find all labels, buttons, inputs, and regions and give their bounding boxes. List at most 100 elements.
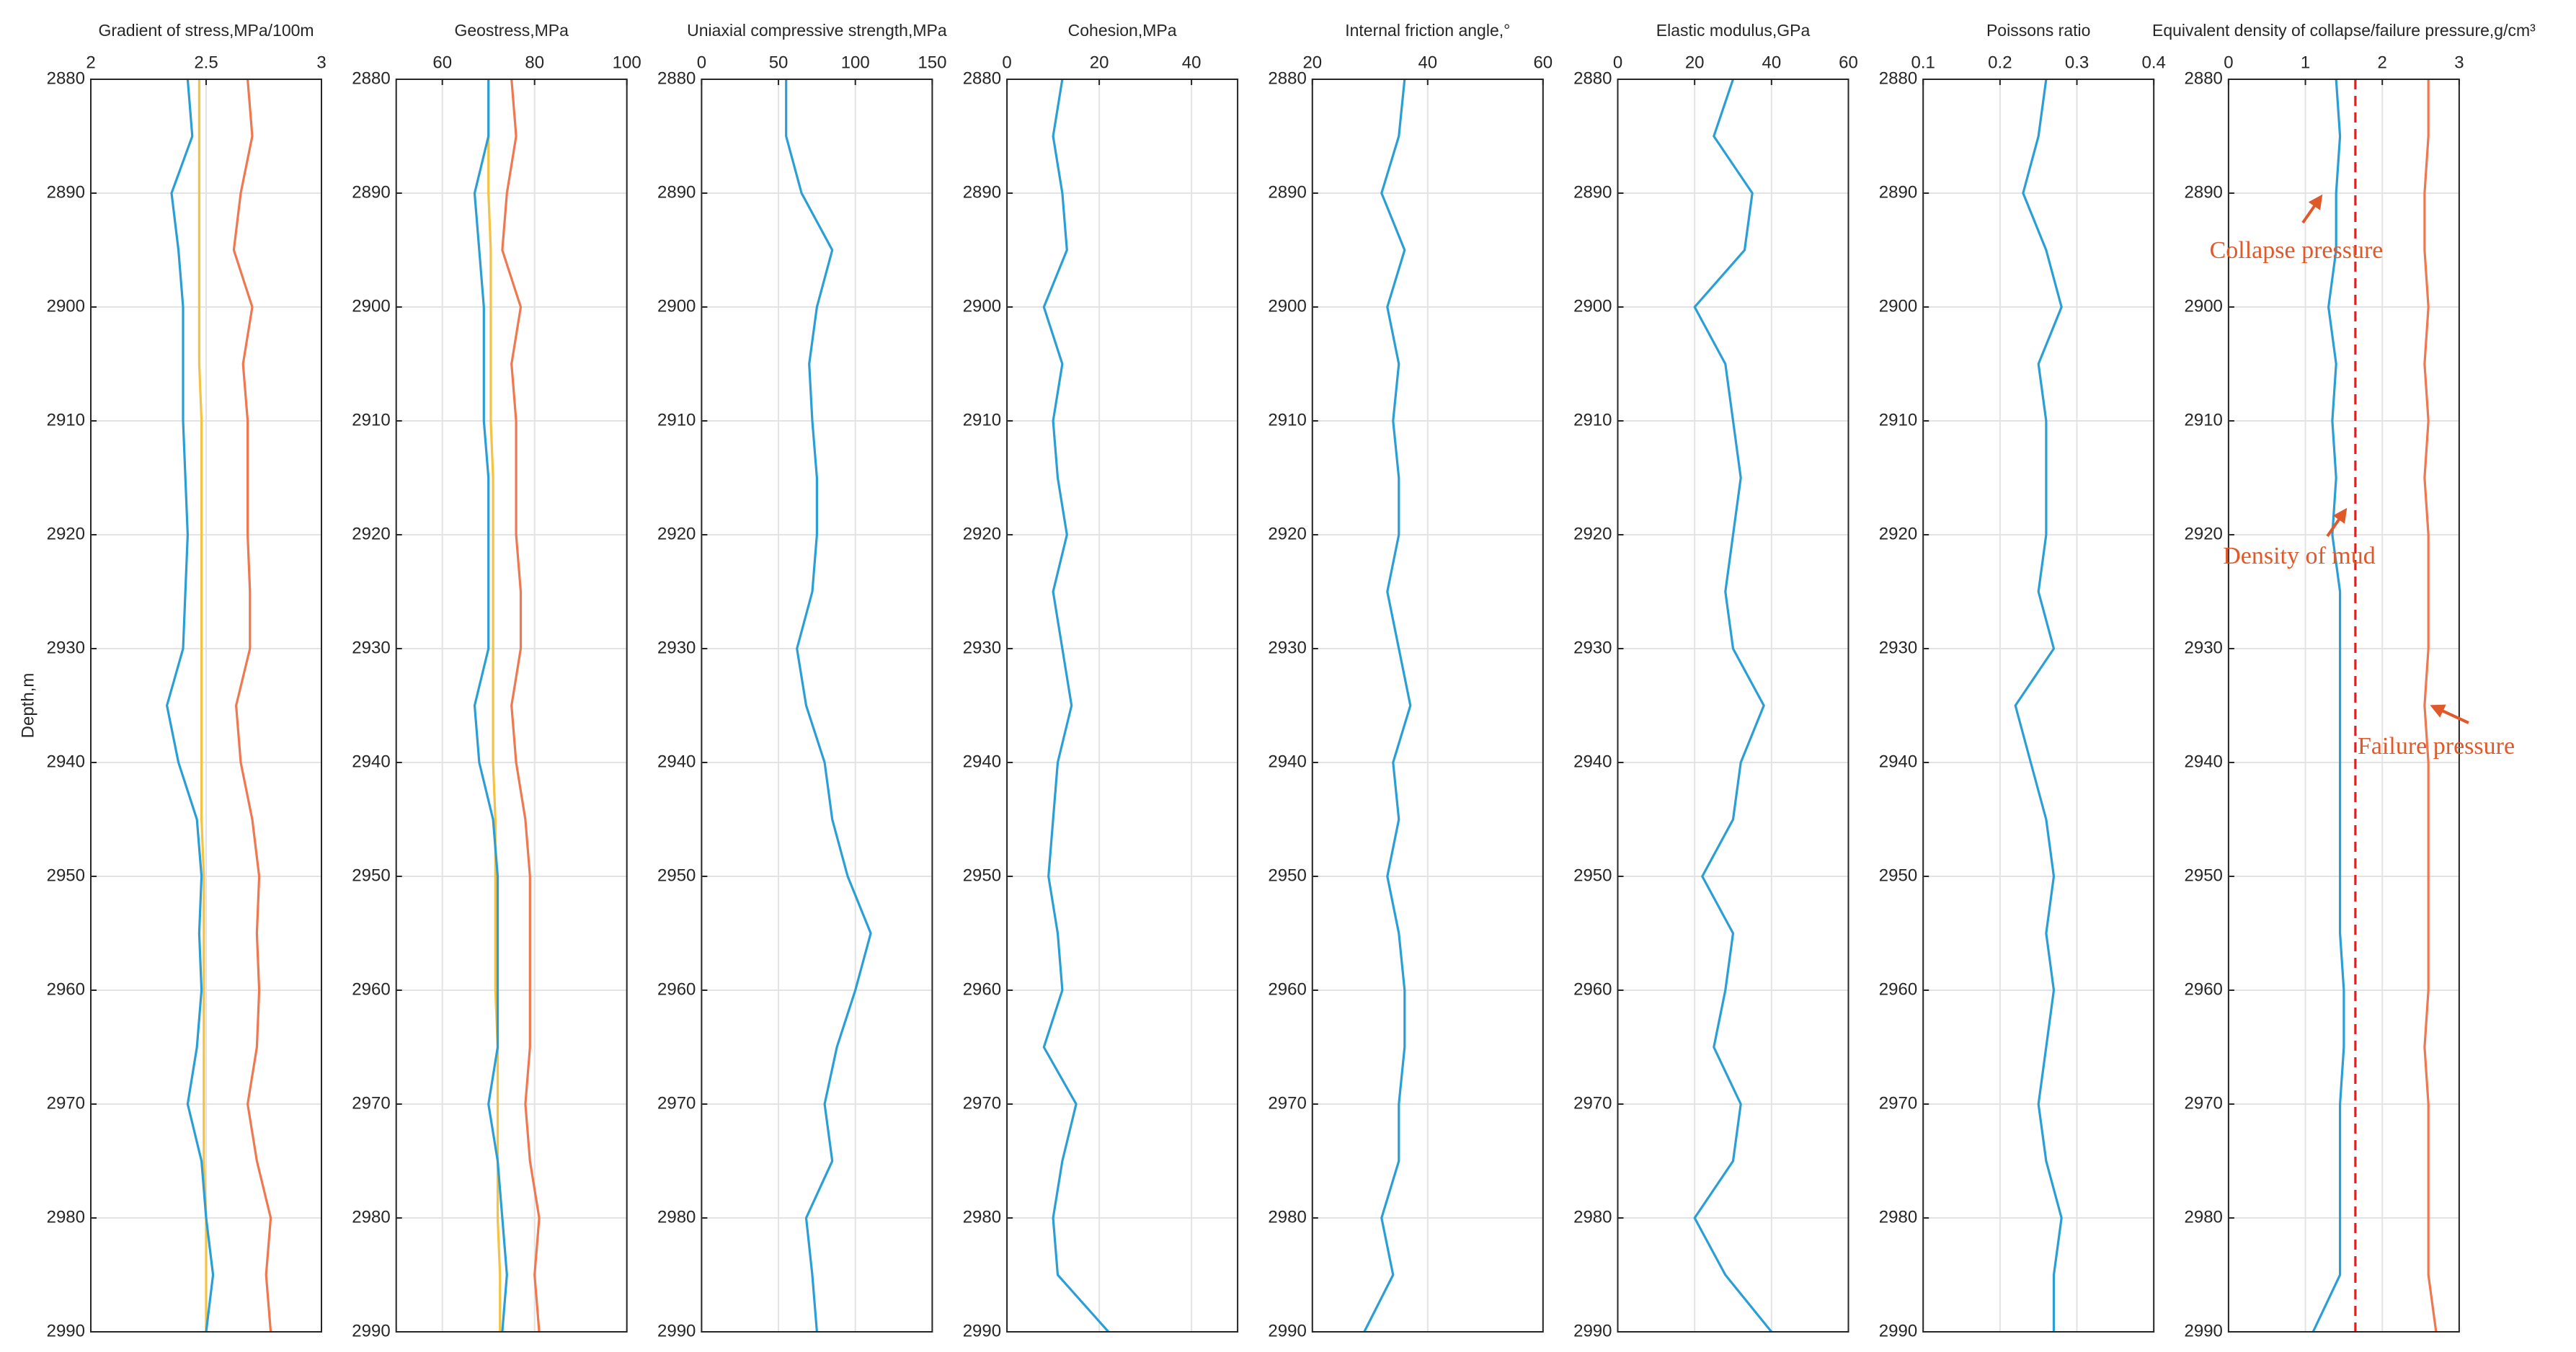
plot-frame (1006, 79, 1239, 1333)
panel: 2880 2890 2900 2910 2920 2930 2940 2950 2960 2970… (1573, 21, 1858, 1340)
y-tick-label: 2930 (47, 638, 85, 657)
y-tick-label: 2920 (352, 524, 390, 543)
y-tick-label: 2980 (1879, 1207, 1917, 1227)
y-tick-label: 2970 (657, 1093, 696, 1113)
y-tick-label: 2910 (2185, 410, 2223, 430)
y-tick-label: 2970 (1573, 1093, 1612, 1113)
y-tick-label: 2980 (47, 1207, 85, 1227)
x-tick-label: 2 (86, 53, 95, 72)
y-tick-label: 2960 (352, 979, 390, 999)
y-tick-label: 2990 (352, 1321, 390, 1340)
y-tick-label: 2880 (1573, 68, 1612, 88)
x-tick-label: 0.2 (1988, 53, 2012, 72)
y-tick-label: 2920 (1573, 524, 1612, 543)
y-tick-label: 2930 (2185, 638, 2223, 657)
y-tick-label: 2980 (1268, 1207, 1306, 1227)
data-line (501, 79, 541, 1333)
y-tick-label: 2940 (1573, 752, 1612, 771)
data-line (197, 79, 208, 1332)
panel-title: Elastic modulus,GPa (1656, 21, 1811, 40)
plot-frame (1617, 79, 1849, 1333)
y-tick-label: 2930 (352, 638, 390, 657)
x-tick-label: 0 (697, 53, 706, 72)
y-tick-label: 2880 (2185, 68, 2223, 88)
panel: 2880 2890 2900 2910 2920 2930 2940 2950 2960 2970… (18, 21, 326, 1340)
panel: 2880 2890 2900 2910 2920 2930 2940 2950 2960 2970… (1268, 21, 1553, 1340)
y-tick-label: 2890 (2185, 182, 2223, 202)
y-tick-label: 2890 (657, 182, 696, 202)
y-tick-label: 2920 (1268, 524, 1306, 543)
x-tick-label: 150 (918, 53, 946, 72)
y-tick-label: 2990 (1268, 1321, 1306, 1340)
y-tick-label: 2900 (1268, 296, 1306, 316)
plot-frame (395, 79, 628, 1333)
annotation: Density of mud (2223, 543, 2376, 569)
y-tick-label: 2960 (2185, 979, 2223, 999)
x-tick-label: 20 (1090, 53, 1109, 72)
x-tick-label: 0 (1613, 53, 1622, 72)
annotation: Failure pressure (2358, 733, 2515, 760)
y-tick-label: 2940 (47, 752, 85, 771)
plot-frame (701, 79, 933, 1333)
y-tick-label: 2960 (47, 979, 85, 999)
y-tick-label: 2910 (1268, 410, 1306, 430)
x-tick-label: 0 (1002, 53, 1011, 72)
x-tick-label: 2.5 (194, 53, 218, 72)
x-tick-label: 0 (2224, 53, 2233, 72)
y-tick-label: 2970 (1879, 1093, 1917, 1113)
y-tick-label: 2910 (963, 410, 1001, 430)
x-tick-label: 60 (1533, 53, 1553, 72)
y-tick-label: 2980 (2185, 1207, 2223, 1227)
y-tick-label: 2960 (963, 979, 1001, 999)
panel-title: Internal friction angle,° (1345, 21, 1510, 40)
y-tick-label: 2890 (1879, 182, 1917, 202)
y-tick-label: 2930 (963, 638, 1001, 657)
y-tick-label: 2930 (657, 638, 696, 657)
y-tick-label: 2890 (352, 182, 390, 202)
y-tick-label: 2990 (657, 1321, 696, 1340)
plot-frame (1311, 79, 1544, 1333)
y-tick-label: 2930 (1268, 638, 1306, 657)
panel-title: Cohesion,MPa (1068, 21, 1177, 40)
panel-title: Gradient of stress,MPa/100m (98, 21, 314, 40)
y-tick-label: 2900 (657, 296, 696, 316)
annotation: Collapse pressure (2210, 237, 2384, 264)
y-tick-label: 2880 (352, 68, 390, 88)
y-tick-label: 2900 (963, 296, 1001, 316)
x-tick-label: 0.3 (2065, 53, 2089, 72)
panel-title: Equivalent density of collapse/failure p… (2152, 21, 2536, 40)
x-tick-label: 80 (525, 53, 544, 72)
y-tick-label: 2920 (657, 524, 696, 543)
y-tick-label: 2900 (1573, 296, 1612, 316)
x-tick-label: 0.4 (2142, 53, 2166, 72)
y-tick-label: 2970 (2185, 1093, 2223, 1113)
y-tick-label: 2950 (1879, 866, 1917, 885)
y-tick-label: 2930 (1879, 638, 1917, 657)
x-tick-label: 40 (1418, 53, 1437, 72)
y-tick-label: 2960 (1879, 979, 1917, 999)
y-tick-label: 2900 (2185, 296, 2223, 316)
x-tick-label: 1 (2301, 53, 2310, 72)
y-tick-label: 2910 (352, 410, 390, 430)
annotation-arrow (2326, 507, 2348, 538)
y-tick-label: 2920 (47, 524, 85, 543)
y-tick-label: 2940 (1268, 752, 1306, 771)
y-tick-label: 2940 (657, 752, 696, 771)
x-tick-label: 20 (1302, 53, 1322, 72)
x-tick-label: 100 (841, 53, 870, 72)
panel: 2880 2890 2900 2910 2920 2930 2940 2950 2960 2970… (1879, 21, 2166, 1340)
y-tick-label: 2950 (47, 866, 85, 885)
panel-title: Poissons ratio (1986, 21, 2090, 40)
panel: 2880 2890 2900 2910 2920 2930 2940 2950 2960 2970… (352, 21, 641, 1340)
y-tick-label: 2980 (657, 1207, 696, 1227)
y-tick-label: 2980 (963, 1207, 1001, 1227)
y-tick-label: 2880 (1268, 68, 1306, 88)
y-tick-label: 2950 (1573, 866, 1612, 885)
y-tick-label: 2880 (657, 68, 696, 88)
y-tick-label: 2920 (1879, 524, 1917, 543)
x-tick-label: 40 (1182, 53, 1202, 72)
annotation-arrow (2301, 194, 2323, 224)
y-tick-label: 2900 (352, 296, 390, 316)
data-line (1042, 79, 1110, 1333)
